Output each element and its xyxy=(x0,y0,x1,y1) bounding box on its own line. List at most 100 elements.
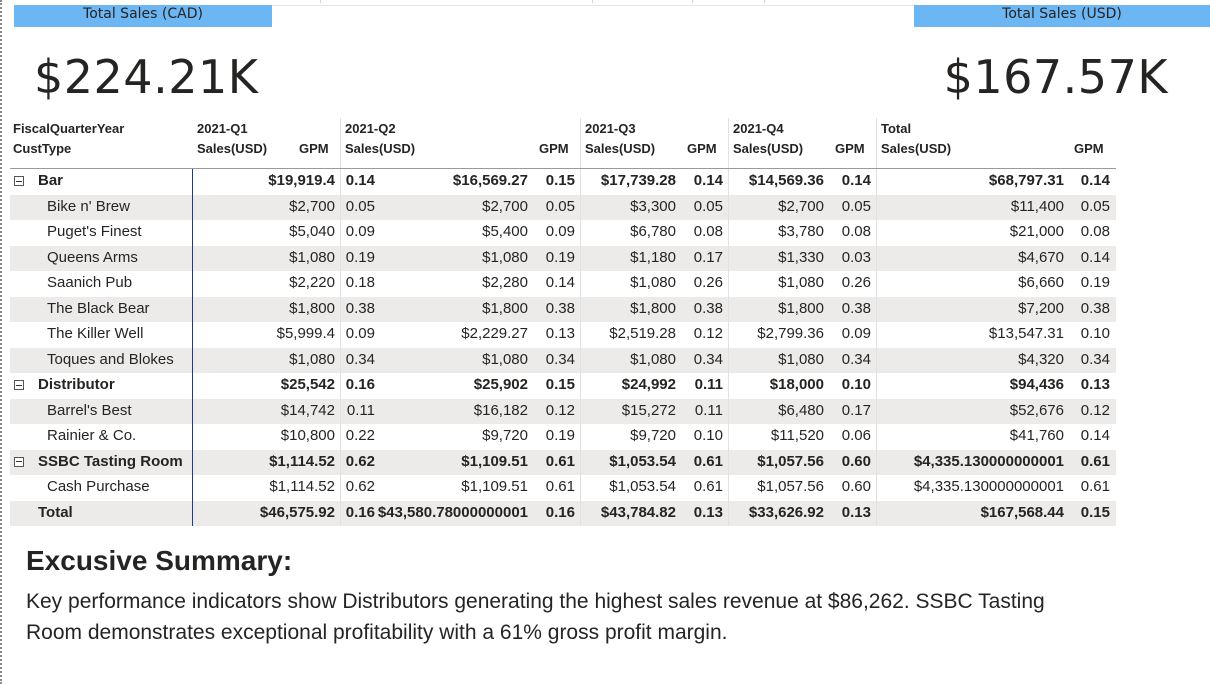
gpm-cell: 0.03 xyxy=(841,248,871,266)
column-divider xyxy=(876,500,877,526)
collapse-icon[interactable] xyxy=(14,456,24,467)
table-row[interactable]: Rainier & Co. $10,800 0.22 $9,720 0.19 $9,720… xyxy=(10,424,1116,450)
row-header-divider xyxy=(192,398,193,424)
gpm-cell: 0.14 xyxy=(545,274,575,291)
row-header-cust-type[interactable]: CustType xyxy=(13,141,72,156)
sales-cell: $24,992 xyxy=(621,376,676,393)
column-header-quarter[interactable]: 2021-Q4 xyxy=(733,121,784,136)
sales-cell: $1,800 xyxy=(482,299,528,317)
column-divider xyxy=(580,296,581,322)
gpm-cell: 0.34 xyxy=(345,350,375,368)
sales-cell: $94,436 xyxy=(1009,376,1064,393)
sales-matrix[interactable]: FiscalQuarterYear CustType 2021-Q1 Sales… xyxy=(10,118,1116,526)
row-label: Rainier & Co. xyxy=(47,427,137,444)
table-row[interactable]: The Killer Well $5,999.4 0.09 $2,229.27 0.13… xyxy=(10,322,1116,348)
table-row[interactable]: Toques and Blokes $1,080 0.34 $1,080 0.34 $1,… xyxy=(10,347,1116,373)
column-divider xyxy=(340,271,341,297)
table-row[interactable]: The Black Bear $1,800 0.38 $1,800 0.38 $1,800… xyxy=(10,296,1116,322)
sales-cell: $1,080 xyxy=(630,274,676,291)
row-header-divider xyxy=(192,271,193,297)
column-divider xyxy=(876,245,877,271)
table-row[interactable]: Puget's Finest $5,040 0.09 $5,400 0.09 $6,780… xyxy=(10,220,1116,246)
sales-cell: $1,114.52 xyxy=(269,452,335,470)
sales-cell: $43,784.82 xyxy=(600,503,676,521)
column-divider xyxy=(340,347,341,373)
table-row[interactable]: Barrel's Best $14,742 0.11 $16,182 0.12 $15,2… xyxy=(10,398,1116,424)
sales-cell: $13,547.31 xyxy=(988,325,1064,342)
gpm-cell: 0.16 xyxy=(545,503,575,521)
sales-cell: $15,272 xyxy=(621,401,676,419)
gpm-cell: 0.61 xyxy=(545,478,575,495)
column-header-gpm[interactable]: GPM xyxy=(687,141,717,156)
gpm-cell: 0.38 xyxy=(841,299,871,317)
sales-cell: $1,057.56 xyxy=(757,478,824,495)
table-row[interactable]: Queens Arms $1,080 0.19 $1,080 0.19 $1,180 0.1… xyxy=(10,245,1116,271)
sales-cell: $6,780 xyxy=(630,223,676,240)
column-header-gpm[interactable]: GPM xyxy=(299,141,329,156)
row-header-fiscal-quarter-year[interactable]: FiscalQuarterYear xyxy=(13,121,125,136)
sales-cell: $4,320 xyxy=(1018,350,1064,368)
group-row[interactable]: Bar $19,919.4 0.14 $16,569.27 0.15 $17,739.28… xyxy=(10,169,1116,195)
sales-cell: $43,580.78000000001 xyxy=(377,503,528,521)
column-divider xyxy=(340,475,341,501)
row-header-divider xyxy=(192,296,193,322)
column-header-gpm[interactable]: GPM xyxy=(1074,141,1104,156)
card-header-total-sales-usd[interactable]: Total Sales (USD) xyxy=(914,5,1210,27)
column-divider xyxy=(580,475,581,501)
collapse-icon[interactable] xyxy=(14,176,24,186)
matrix-body: Bar $19,919.4 0.14 $16,569.27 0.15 $17,739.28… xyxy=(10,169,1116,526)
column-header-total[interactable]: Total xyxy=(881,121,912,136)
gpm-cell: 0.61 xyxy=(545,452,575,470)
gpm-cell: 0.10 xyxy=(1080,325,1110,342)
gpm-cell: 0.13 xyxy=(1080,376,1110,393)
column-header-sales[interactable]: Sales(USD) xyxy=(585,141,656,156)
column-header-gpm[interactable]: GPM xyxy=(539,141,569,156)
column-header-gpm[interactable]: GPM xyxy=(835,141,865,156)
column-divider xyxy=(340,373,341,399)
card-header-total-sales-cad[interactable]: Total Sales (CAD) xyxy=(14,5,272,27)
column-header-sales[interactable]: Sales(USD) xyxy=(881,141,952,156)
table-row[interactable]: Cash Purchase $1,114.52 0.62 $1,109.51 0.61 $… xyxy=(10,475,1116,501)
top-tick xyxy=(320,0,321,3)
table-row[interactable]: Bike n' Brew $2,700 0.05 $2,700 0.05 $3,300 0.… xyxy=(10,194,1116,220)
column-header-quarter[interactable]: 2021-Q2 xyxy=(345,121,396,136)
collapse-icon[interactable] xyxy=(14,380,24,390)
column-divider xyxy=(876,271,877,297)
gpm-cell: 0.61 xyxy=(1080,452,1110,470)
row-header-divider xyxy=(192,500,193,526)
table-row[interactable]: Saanich Pub $2,220 0.18 $2,280 0.14 $1,080 0.2… xyxy=(10,271,1116,297)
column-divider xyxy=(580,500,581,526)
column-divider xyxy=(728,424,729,450)
sales-cell: $68,797.31 xyxy=(988,172,1064,189)
gpm-cell: 0.11 xyxy=(694,401,723,419)
column-divider xyxy=(728,347,729,373)
gpm-cell: 0.14 xyxy=(1080,172,1110,189)
sales-cell: $17,739.28 xyxy=(600,172,676,189)
sales-cell: $33,626.92 xyxy=(748,503,824,521)
column-divider xyxy=(340,245,341,271)
gpm-cell: 0.16 xyxy=(345,503,375,521)
column-divider xyxy=(728,500,729,526)
gpm-cell: 0.14 xyxy=(1080,427,1110,444)
sales-cell: $9,720 xyxy=(482,427,528,444)
column-header-sales[interactable]: Sales(USD) xyxy=(197,141,268,156)
total-row[interactable]: Total $46,575.92 0.16 $43,580.78000000001 0.… xyxy=(10,500,1116,526)
column-divider xyxy=(728,373,729,399)
column-divider xyxy=(728,322,729,348)
sales-cell: $25,542 xyxy=(280,376,335,393)
sales-cell: $52,676 xyxy=(1009,401,1064,419)
matrix-header: FiscalQuarterYear CustType 2021-Q1 Sales… xyxy=(10,118,1116,169)
top-tick xyxy=(592,0,593,3)
column-divider xyxy=(876,449,877,475)
group-row[interactable]: Distributor $25,542 0.16 $25,902 0.15 $24,992… xyxy=(10,373,1116,399)
column-header-quarter[interactable]: 2021-Q1 xyxy=(197,121,248,136)
group-row[interactable]: SSBC Tasting Room $1,114.52 0.62 $1,109.51 0… xyxy=(10,449,1116,475)
row-label: Toques and Blokes xyxy=(47,350,174,368)
column-header-sales[interactable]: Sales(USD) xyxy=(345,141,416,156)
column-header-sales[interactable]: Sales(USD) xyxy=(733,141,804,156)
gpm-cell: 0.15 xyxy=(1080,503,1110,521)
column-divider xyxy=(340,322,341,348)
gpm-cell: 0.08 xyxy=(841,223,871,240)
column-divider xyxy=(728,296,729,322)
column-header-quarter[interactable]: 2021-Q3 xyxy=(585,121,636,136)
